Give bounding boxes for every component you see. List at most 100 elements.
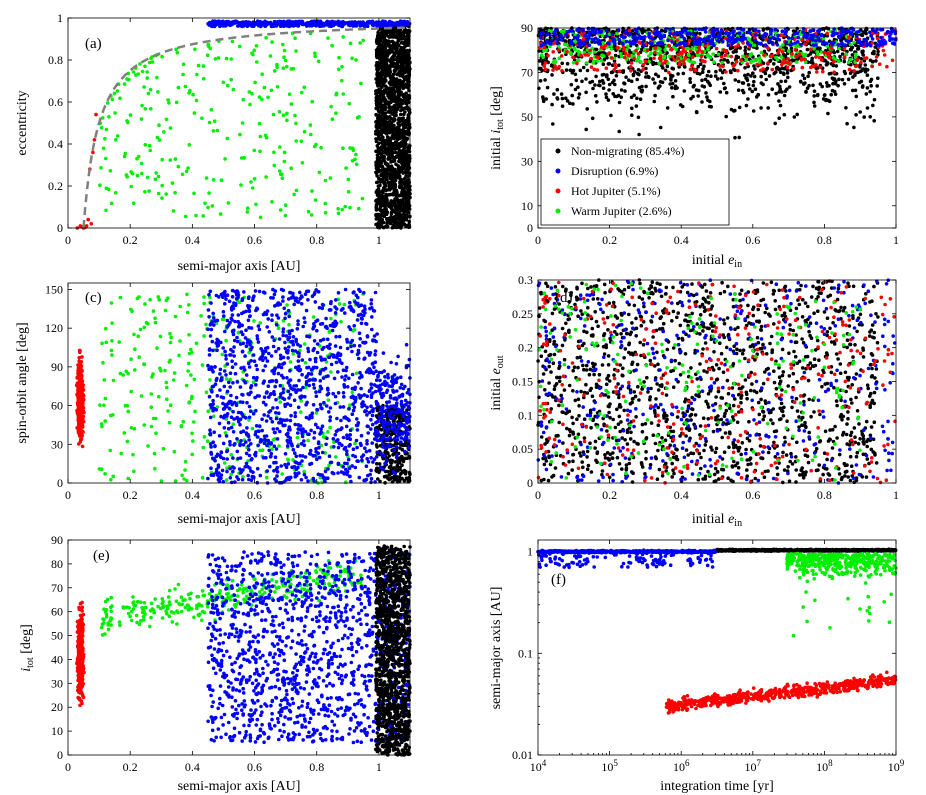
panel-b-point-non-migrating bbox=[815, 93, 820, 98]
panel-b-point-non-migrating bbox=[564, 96, 568, 100]
panel-b-point-non-migrating bbox=[801, 73, 805, 77]
panel-a-point-warm-jupiter bbox=[334, 111, 338, 115]
panel-b-point-hot-jupiter bbox=[815, 70, 819, 74]
panel-a-point-warm-jupiter bbox=[264, 35, 268, 40]
panel-b-point-non-migrating bbox=[761, 82, 765, 87]
panel-b-point-non-migrating bbox=[576, 96, 581, 100]
panel-a-point-warm-jupiter bbox=[278, 145, 282, 149]
panel-a-point-non-migrating bbox=[381, 77, 385, 82]
panel-b-point-non-migrating bbox=[613, 94, 617, 99]
panel-a-point-non-migrating bbox=[383, 205, 387, 209]
panel-b-point-non-migrating bbox=[733, 78, 738, 82]
panel-a-point-warm-jupiter bbox=[115, 134, 120, 138]
panel-b-point-disruption bbox=[861, 42, 866, 46]
panel-a-point-warm-jupiter bbox=[308, 123, 313, 127]
panel-a-point-warm-jupiter bbox=[319, 145, 323, 150]
panel-a-point-disruption bbox=[250, 24, 254, 28]
panel-b-point-non-migrating bbox=[725, 58, 730, 63]
panel-a-point-warm-jupiter bbox=[143, 64, 147, 69]
panel-b-point-hot-jupiter bbox=[881, 48, 886, 53]
panel-b-point-hot-jupiter bbox=[594, 55, 599, 59]
panel-b-point-disruption bbox=[784, 40, 789, 44]
panel-b-point-non-migrating bbox=[854, 113, 858, 117]
panel-a-point-warm-jupiter bbox=[350, 56, 354, 61]
panel-a-point-warm-jupiter bbox=[147, 143, 152, 148]
panel-a-point-warm-jupiter bbox=[192, 111, 197, 115]
panel-a-point-warm-jupiter bbox=[166, 98, 170, 102]
panel-a-point-warm-jupiter bbox=[230, 39, 235, 44]
panel-b-point-hot-jupiter bbox=[603, 43, 608, 48]
panel-a-point-non-migrating bbox=[389, 100, 393, 105]
panel-b-point-non-migrating bbox=[593, 94, 598, 98]
panel-b-point-disruption bbox=[831, 33, 836, 37]
panel-b-point-warm-jupiter bbox=[815, 50, 819, 54]
panel-b-point-warm-jupiter bbox=[708, 55, 713, 60]
panel-a-point-non-migrating bbox=[397, 70, 401, 75]
panel-b-point-disruption bbox=[796, 35, 800, 40]
panel-b-point-warm-jupiter bbox=[837, 59, 841, 63]
panel-b-point-non-migrating bbox=[602, 72, 606, 77]
panel-a-point-non-migrating bbox=[387, 155, 391, 160]
panel-b-point-non-migrating bbox=[568, 68, 573, 72]
panel-b-point-warm-jupiter bbox=[716, 52, 721, 57]
panel-b-point-non-migrating bbox=[584, 77, 588, 81]
panel-a-point-warm-jupiter bbox=[139, 117, 144, 121]
panel-b-point-non-migrating bbox=[621, 28, 625, 32]
panel-a-point-warm-jupiter bbox=[294, 139, 299, 143]
panel-b-point-non-migrating bbox=[719, 76, 724, 80]
panel-b-point-disruption bbox=[572, 35, 577, 40]
panel-a-point-non-migrating bbox=[406, 146, 410, 151]
panel-b-point-warm-jupiter bbox=[853, 52, 858, 57]
panel-a-point-warm-jupiter bbox=[212, 119, 217, 123]
panel-a-point-warm-jupiter bbox=[281, 113, 286, 117]
panel-b-point-hot-jupiter bbox=[874, 55, 879, 59]
panel-a-point-warm-jupiter bbox=[309, 213, 314, 217]
panel-a-point-warm-jupiter bbox=[176, 164, 181, 169]
panel-b-point-hot-jupiter bbox=[786, 57, 790, 61]
panel-b-point-non-migrating bbox=[869, 77, 874, 82]
panel-b-point-non-migrating bbox=[654, 61, 658, 66]
panel-b-point-non-migrating bbox=[701, 67, 705, 71]
panel-a-point-non-migrating bbox=[379, 132, 384, 137]
panel-a-point-non-migrating bbox=[374, 89, 378, 93]
panel-b-point-non-migrating bbox=[661, 66, 665, 70]
panel-a-point-warm-jupiter bbox=[226, 201, 231, 205]
panel-b-point-non-migrating bbox=[861, 84, 865, 88]
panel-a-point-non-migrating bbox=[391, 31, 396, 35]
panel-b-point-disruption bbox=[649, 41, 654, 46]
panel-b-point-hot-jupiter bbox=[660, 61, 665, 66]
panel-b-point-non-migrating bbox=[823, 93, 827, 97]
panel-a-point-warm-jupiter bbox=[357, 115, 361, 119]
panel-b-point-non-migrating bbox=[634, 104, 639, 108]
panel-a-point-warm-jupiter bbox=[310, 99, 315, 104]
panel-b-point-disruption bbox=[624, 39, 629, 44]
panel-a-point-warm-jupiter bbox=[341, 146, 345, 150]
panel-b-point-non-migrating bbox=[563, 39, 568, 43]
panel-b-point-non-migrating bbox=[853, 88, 858, 93]
panel-b-point-disruption bbox=[641, 40, 645, 45]
panel-a-point-warm-jupiter bbox=[150, 60, 155, 64]
panel-b-point-non-migrating bbox=[652, 99, 657, 104]
panel-a-point-warm-jupiter bbox=[272, 163, 277, 168]
panel-a-point-non-migrating bbox=[397, 215, 402, 220]
panel-b-point-disruption bbox=[723, 31, 728, 35]
panel-b-point-non-migrating bbox=[569, 82, 574, 87]
panel-a-point-non-migrating bbox=[406, 113, 411, 117]
panel-b-point-non-migrating bbox=[539, 66, 543, 71]
panel-b-point-disruption bbox=[850, 32, 854, 37]
panel-b-ytick-label: 70 bbox=[521, 65, 533, 79]
panel-a-point-warm-jupiter bbox=[337, 55, 341, 60]
panel-a-point-warm-jupiter bbox=[145, 76, 149, 80]
panel-b-point-non-migrating bbox=[636, 115, 641, 120]
panel-a-point-warm-jupiter bbox=[300, 90, 304, 95]
panel-a-point-warm-jupiter bbox=[330, 43, 334, 48]
panel-a-xtick-label: 0.2 bbox=[123, 233, 138, 247]
panel-a-point-non-migrating bbox=[378, 178, 383, 182]
panel-b-point-disruption bbox=[776, 33, 780, 38]
panel-a-point-warm-jupiter bbox=[181, 72, 185, 77]
panel-b-point-non-migrating bbox=[826, 26, 831, 31]
panel-b-point-hot-jupiter bbox=[811, 64, 816, 69]
panel-b-point-non-migrating bbox=[555, 87, 560, 92]
panel-b-point-non-migrating bbox=[722, 81, 726, 86]
